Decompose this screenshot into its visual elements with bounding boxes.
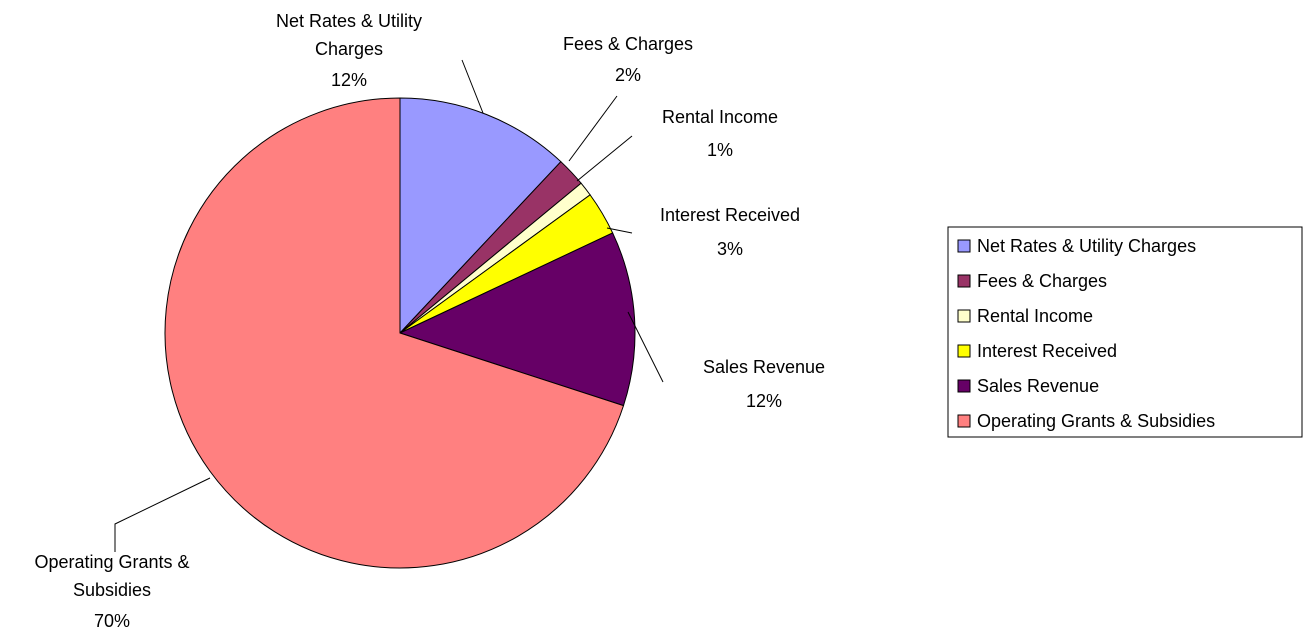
leader-line: [114, 477, 211, 552]
leader-line: [576, 135, 633, 182]
legend-label: Rental Income: [977, 306, 1093, 326]
legend-swatch: [957, 379, 971, 393]
legend-swatch: [957, 414, 971, 428]
legend-label: Sales Revenue: [977, 376, 1099, 396]
data-label-value: 3%: [717, 239, 743, 259]
data-label-category: Sales Revenue: [703, 357, 825, 377]
pie-slice: [398, 232, 636, 407]
legend-label: Interest Received: [977, 341, 1117, 361]
legend-swatch: [957, 239, 971, 253]
data-label-category: Fees & Charges: [563, 34, 693, 54]
leader-line: [461, 59, 484, 114]
data-label-value: 70%: [94, 611, 130, 630]
leader-line: [627, 311, 664, 383]
leader-line: [568, 95, 618, 162]
legend-box: [947, 226, 1303, 438]
data-label-category: Operating Grants & Subsidies: [34, 552, 189, 600]
legend-label: Net Rates & Utility Charges: [977, 236, 1196, 256]
data-label-value: 12%: [331, 70, 367, 90]
legend-swatch: [957, 344, 971, 358]
data-label-value: 12%: [746, 391, 782, 411]
legend-label: Fees & Charges: [977, 271, 1107, 291]
data-label-value: 1%: [707, 140, 733, 160]
legend-swatch: [957, 309, 971, 323]
legend-swatch: [957, 274, 971, 288]
legend-label: Operating Grants & Subsidies: [977, 411, 1215, 431]
pie-slice: [164, 97, 625, 569]
data-label-value: 2%: [615, 65, 641, 85]
data-label-category: Interest Received: [660, 205, 800, 225]
data-label-category: Net Rates & Utility Charges: [276, 11, 422, 59]
leader-line: [606, 227, 633, 234]
pie-slice: [399, 97, 562, 335]
data-label-category: Rental Income: [662, 107, 778, 127]
